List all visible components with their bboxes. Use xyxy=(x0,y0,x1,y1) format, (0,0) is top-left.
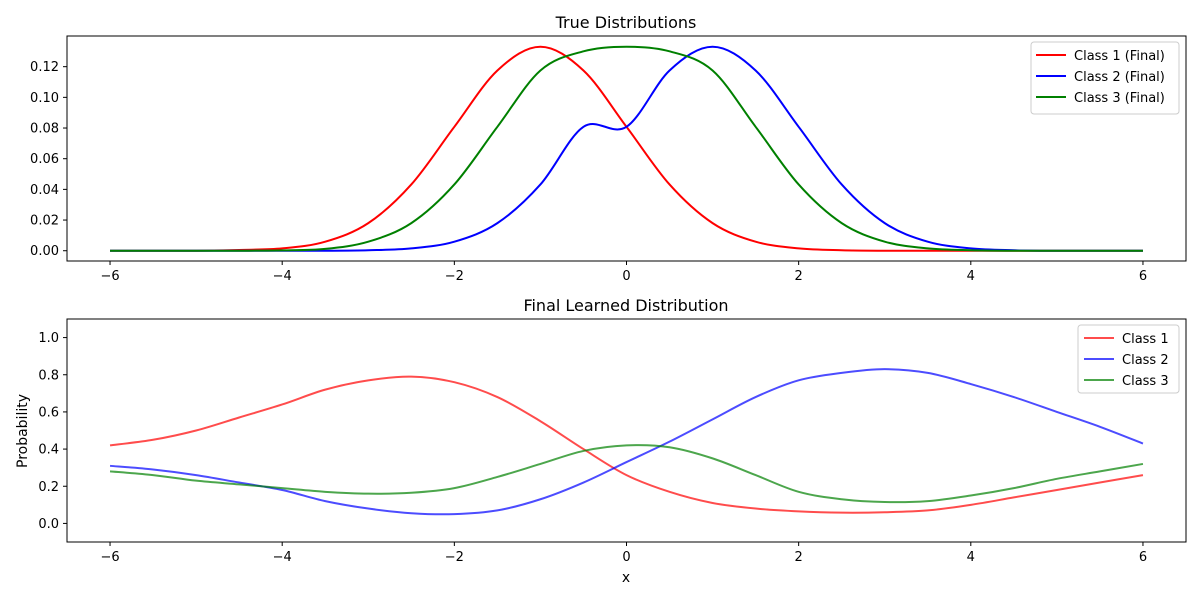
bottom-chart-title: Final Learned Distribution xyxy=(523,296,728,315)
bottom-legend-label-class-1: Class 1 xyxy=(1122,332,1169,347)
top-y-tick-label: 0.00 xyxy=(30,244,59,259)
bottom-y-tick-label: 1.0 xyxy=(38,331,59,346)
bottom-x-axis-label: x xyxy=(622,570,630,586)
top-legend-label-class-1: Class 1 (Final) xyxy=(1074,49,1165,64)
top-y-tick-label: 0.06 xyxy=(30,152,59,167)
top-chart-title: True Distributions xyxy=(555,13,697,32)
bottom-legend-box xyxy=(1077,324,1180,394)
bottom-y-tick-label: 0.6 xyxy=(38,405,59,420)
bottom-legend-label-class-2: Class 2 xyxy=(1122,353,1169,368)
top-legend-label-class-2: Class 2 (Final) xyxy=(1074,70,1165,85)
top-y-tick-label: 0.12 xyxy=(30,60,59,75)
bottom-x-tick-label: −2 xyxy=(445,550,464,565)
top-x-tick-label: −2 xyxy=(445,269,464,284)
bottom-y-tick-label: 0.2 xyxy=(38,480,59,495)
bottom-legend-label-class-3: Class 3 xyxy=(1122,374,1169,389)
bottom-x-tick-label: 4 xyxy=(967,550,975,565)
top-subplot: True Distributions −6 −4 −2 0 2 4 6 0.00 0.02 0.0… xyxy=(30,13,1187,284)
top-y-tick-label: 0.10 xyxy=(30,91,59,106)
top-x-tick-label: 6 xyxy=(1139,269,1147,284)
top-x-tick-label: 0 xyxy=(622,269,630,284)
top-plot-frame xyxy=(66,35,1187,262)
bottom-y-tick-label: 0.8 xyxy=(38,368,59,383)
top-y-tick-label: 0.08 xyxy=(30,122,59,137)
bottom-legend: Class 1 Class 2 Class 3 xyxy=(1077,324,1180,394)
top-y-tick-label: 0.02 xyxy=(30,214,59,229)
bottom-y-tick-label: 0.4 xyxy=(38,443,59,458)
bottom-y-tick-label: 0.0 xyxy=(38,517,59,532)
bottom-series-line-class-1 xyxy=(109,375,1144,514)
top-series-lines xyxy=(110,45,1143,252)
bottom-x-tick-label: −6 xyxy=(100,550,119,565)
top-legend: Class 1 (Final) Class 2 (Final) Class 3 … xyxy=(1030,41,1180,115)
bottom-subplot: Final Learned Distribution −6 −4 −2 0 2 4 6 0.0… xyxy=(15,296,1187,586)
top-x-tick-label: −4 xyxy=(273,269,292,284)
bottom-axis-ticks: −6 −4 −2 0 2 4 6 0.0 0.2 0.4 0.6 0.8 1.0 xyxy=(38,331,1147,565)
top-y-tick-label: 0.04 xyxy=(30,183,59,198)
bottom-y-axis-label: Probability xyxy=(15,394,31,468)
bottom-x-tick-label: 2 xyxy=(795,550,803,565)
bottom-x-tick-label: −4 xyxy=(273,550,292,565)
bottom-plot-frame xyxy=(66,318,1187,543)
top-legend-label-class-3: Class 3 (Final) xyxy=(1074,91,1165,106)
bottom-x-tick-label: 6 xyxy=(1139,550,1147,565)
top-x-tick-label: −6 xyxy=(100,269,119,284)
top-x-tick-label: 2 xyxy=(795,269,803,284)
bottom-series-lines xyxy=(109,368,1144,516)
bottom-series-line-class-2 xyxy=(109,368,1144,516)
top-x-tick-label: 4 xyxy=(967,269,975,284)
bottom-x-tick-label: 0 xyxy=(622,550,630,565)
bottom-series-line-class-3 xyxy=(109,444,1144,504)
top-series-line-class-3-final xyxy=(110,45,1143,252)
top-axis-ticks: −6 −4 −2 0 2 4 6 0.00 0.02 0.04 0.06 0.08 0.10 0.12 xyxy=(30,60,1147,284)
top-legend-box xyxy=(1030,41,1180,115)
